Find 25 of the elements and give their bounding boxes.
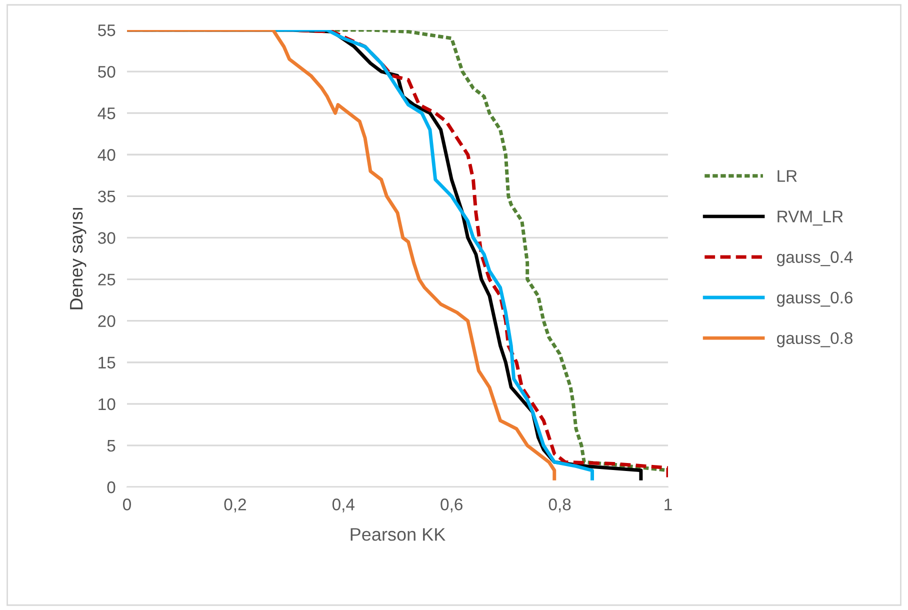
y-tick-label: 30 — [98, 232, 116, 244]
legend-label: RVM_LR — [778, 210, 843, 226]
x-axis-title: Pearson KK — [350, 528, 446, 541]
y-tick-label: 40 — [98, 149, 116, 161]
x-tick-label: 0,6 — [440, 498, 462, 512]
y-tick-label: 50 — [98, 66, 116, 78]
y-tick-label: 35 — [98, 190, 116, 202]
legend-label: LR — [778, 170, 797, 182]
y-tick-label: 5 — [107, 440, 116, 452]
y-tick-label: 25 — [98, 274, 116, 286]
y-axis-title: Deney sayısı — [70, 208, 86, 310]
legend-label: gauss_0.6 — [777, 292, 852, 307]
x-tick-label: 0,2 — [224, 498, 246, 512]
x-tick-label: 0,4 — [332, 498, 354, 512]
y-tick-label: 20 — [98, 315, 116, 328]
x-tick-label: 0 — [123, 498, 131, 510]
legend-label: gauss_0.4 — [777, 251, 853, 266]
y-tick-label: 55 — [98, 24, 116, 36]
y-tick-label: 45 — [98, 108, 116, 120]
legend-label: gauss_0.8 — [777, 332, 852, 348]
y-tick-label: 10 — [98, 398, 116, 410]
y-tick-label: 0 — [107, 481, 116, 494]
x-tick-label: 1 — [664, 498, 672, 510]
y-tick-label: 15 — [98, 356, 116, 369]
x-tick-label: 0,8 — [548, 498, 571, 512]
